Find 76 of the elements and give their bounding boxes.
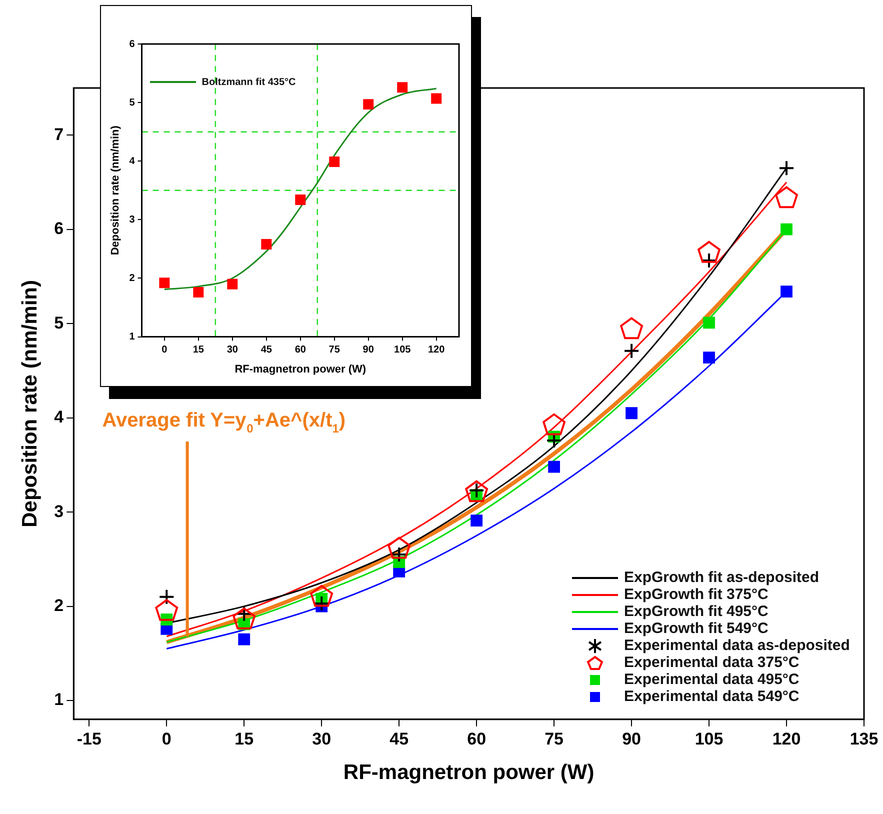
point	[703, 316, 715, 329]
y-tick-label: 6	[54, 219, 64, 238]
y-tick-label: 5	[129, 97, 136, 108]
legend-label: Boltzmann fit 435°C	[202, 76, 296, 88]
y-tick-label: 6	[129, 38, 136, 50]
point	[431, 93, 442, 104]
point	[155, 599, 178, 621]
x-axis-title: RF-magnetron power (W)	[343, 761, 594, 784]
legend-label: Experimental data 375°C	[624, 654, 800, 672]
y-tick-label: 5	[54, 313, 64, 332]
x-tick-label: 120	[772, 729, 801, 748]
y-axis-title: Deposition rate (nm/min)	[110, 125, 122, 256]
x-tick-label: 15	[192, 344, 204, 356]
point	[470, 514, 483, 527]
point	[238, 633, 250, 646]
x-axis-title: RF-magnetron power (W)	[234, 363, 366, 376]
point	[620, 317, 644, 340]
legend-label: ExpGrowth fit 549°C	[624, 620, 768, 638]
x-tick-label: 45	[390, 729, 409, 748]
y-tick-label: 2	[129, 272, 136, 284]
x-tick-label: 45	[260, 344, 272, 356]
y-tick-label: 1	[54, 690, 64, 710]
legend-label: ExpGrowth fit 375°C	[624, 586, 768, 604]
point	[703, 352, 715, 364]
point	[329, 156, 340, 167]
point	[310, 584, 334, 607]
point	[295, 194, 306, 206]
x-tick-label: 75	[328, 344, 340, 356]
point	[158, 588, 175, 605]
point	[542, 413, 566, 436]
point	[778, 160, 795, 176]
legend-label: Experimental data as-deposited	[624, 637, 850, 654]
y-tick-label: 4	[54, 408, 64, 427]
x-tick-label: 30	[312, 729, 332, 748]
x-tick-label: 120	[428, 344, 446, 356]
point	[388, 536, 411, 559]
x-tick-label: 135	[850, 729, 878, 748]
legend-label: ExpGrowth fit as-deposited	[624, 569, 820, 586]
y-tick-label: 3	[129, 214, 136, 226]
point	[780, 286, 792, 298]
point	[780, 223, 792, 236]
x-tick-label: 0	[162, 344, 168, 356]
point	[193, 287, 204, 298]
point	[624, 342, 640, 359]
point	[261, 239, 272, 250]
x-tick-label: 105	[394, 344, 412, 356]
point	[698, 240, 720, 263]
y-axis-title: Deposition rate (nm/min)	[18, 280, 42, 528]
point	[465, 480, 488, 502]
point	[701, 252, 718, 268]
x-tick-label: 30	[226, 344, 238, 356]
y-tick-label: 7	[54, 124, 64, 144]
x-tick-label: 0	[162, 729, 172, 748]
x-tick-label: -15	[76, 729, 102, 748]
legend-label: Experimental data 549°C	[624, 688, 800, 706]
y-tick-label: 2	[54, 596, 64, 615]
point	[159, 278, 170, 288]
y-tick-label: 3	[54, 502, 64, 521]
x-tick-label: 15	[234, 729, 254, 748]
y-tick-label: 1	[129, 332, 136, 343]
point	[397, 82, 408, 93]
point	[227, 278, 238, 290]
x-tick-label: 105	[694, 729, 724, 748]
x-tick-label: 90	[622, 729, 642, 748]
point	[775, 186, 798, 208]
x-tick-label: 60	[294, 344, 306, 356]
x-tick-label: 60	[467, 729, 486, 748]
point	[363, 99, 374, 110]
point	[232, 608, 256, 630]
x-tick-label: 75	[544, 729, 564, 748]
legend-label: Experimental data 495°C	[624, 671, 800, 688]
point	[548, 460, 560, 473]
point	[626, 407, 638, 420]
legend-label: ExpGrowth fit 495°C	[624, 603, 768, 620]
x-tick-label: 90	[362, 344, 374, 356]
y-tick-label: 4	[129, 156, 136, 167]
